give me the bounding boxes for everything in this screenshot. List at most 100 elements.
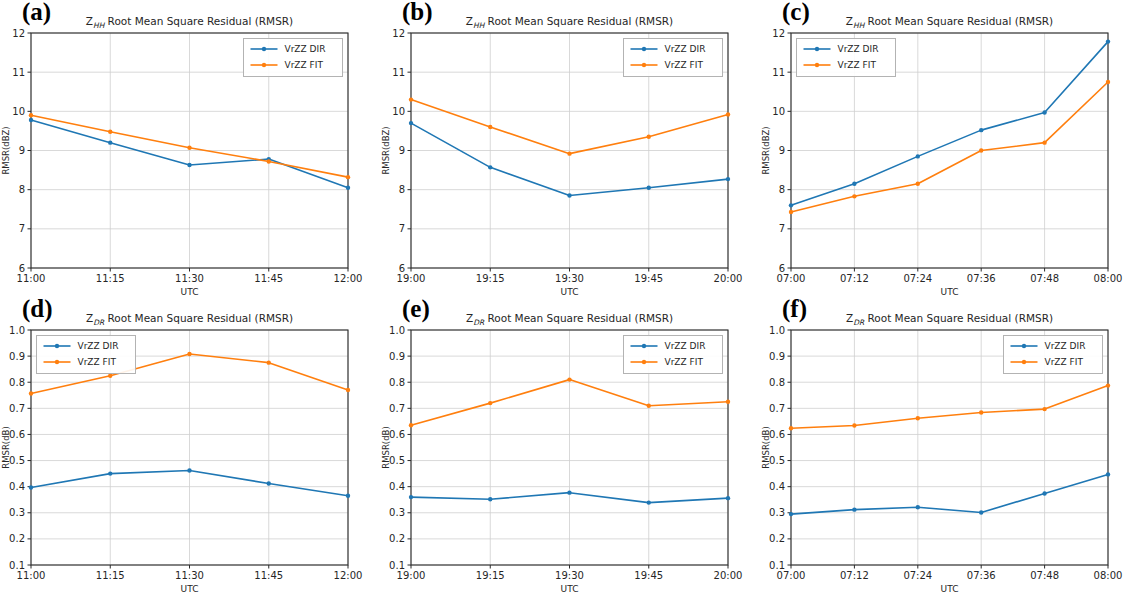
y-tick-label: 0.5 (9, 455, 25, 466)
data-point-marker (187, 352, 191, 356)
x-tick-label: 11:45 (254, 273, 283, 284)
data-point-marker (916, 505, 920, 509)
y-tick-label: 6 (399, 263, 405, 274)
legend-marker (642, 344, 646, 348)
data-point-marker (979, 510, 983, 514)
legend-marker (642, 360, 646, 364)
legend-label: VrZZ FIT (1045, 357, 1084, 367)
x-tick-label: 07:36 (967, 570, 996, 581)
legend: VrZZ DIRVrZZ FIT (244, 39, 343, 77)
panel-b: (b) 19:0019:1519:3019:4520:006789101112Z… (380, 0, 760, 297)
data-point-marker (409, 97, 413, 101)
data-point-marker (916, 416, 920, 420)
data-point-marker (1106, 472, 1110, 476)
legend-marker (1022, 360, 1026, 364)
x-tick-label: 11:15 (96, 570, 125, 581)
legend: VrZZ DIR VrZZ FIT (624, 336, 723, 374)
data-point-marker (1042, 140, 1046, 144)
y-tick-label: 0.7 (769, 403, 785, 414)
y-tick-label: 0.3 (389, 507, 405, 518)
data-point-marker (409, 495, 413, 499)
data-point-marker (647, 500, 651, 504)
data-point-marker (726, 400, 730, 404)
data-point-marker (1106, 39, 1110, 43)
x-tick-label: 07:24 (903, 273, 932, 284)
data-point-marker (789, 426, 793, 430)
legend-label: VrZZ DIR (665, 44, 706, 54)
data-point-marker (726, 112, 730, 116)
x-tick-label: 19:45 (634, 273, 663, 284)
data-point-marker (726, 177, 730, 181)
y-tick-label: 0.9 (9, 351, 25, 362)
data-point-marker (567, 151, 571, 155)
y-tick-label: 0.8 (389, 377, 405, 388)
y-tick-label: 1.0 (389, 325, 405, 336)
y-tick-label: 12 (392, 28, 405, 39)
data-point-marker (488, 401, 492, 405)
chart-d: 11:0011:1511:3011:4512:000.10.20.30.40.5… (0, 297, 380, 594)
x-axis-label: UTC (561, 287, 579, 297)
y-tick-label: 8 (399, 184, 405, 195)
data-point-marker (267, 481, 271, 485)
y-tick-label: 0.4 (769, 481, 785, 492)
x-tick-label: 12:00 (334, 570, 363, 581)
x-tick-label: 11:30 (175, 570, 204, 581)
y-tick-label: 11 (772, 67, 785, 78)
legend-label: VrZZ FIT (665, 357, 704, 367)
data-point-marker (647, 186, 651, 190)
y-tick-label: 0.7 (9, 403, 25, 414)
legend-label: VrZZ FIT (665, 60, 704, 70)
y-tick-label: 0.1 (9, 560, 25, 571)
y-tick-label: 6 (19, 263, 25, 274)
chart-a: 11:0011:1511:3011:4512:006789101112ZHH R… (0, 0, 380, 297)
data-point-marker (187, 163, 191, 167)
y-tick-label: 7 (779, 223, 785, 234)
data-point-marker (409, 121, 413, 125)
data-point-marker (346, 186, 350, 190)
chart-f: 07:0007:1207:2407:3607:4808:000.10.20.30… (760, 297, 1140, 594)
figure-grid: (a) 11:0011:1511:3011:4512:006789101112Z… (0, 0, 1140, 595)
data-point-marker (726, 496, 730, 500)
legend-marker (55, 360, 59, 364)
x-tick-label: 07:12 (840, 570, 869, 581)
y-tick-label: 0.9 (769, 351, 785, 362)
legend-label: VrZZ DIR (838, 44, 879, 54)
data-point-marker (187, 468, 191, 472)
x-tick-label: 11:45 (254, 570, 283, 581)
legend-label: VrZZ DIR (665, 341, 706, 351)
data-point-marker (979, 128, 983, 132)
panel-a: (a) 11:0011:1511:3011:4512:006789101112Z… (0, 0, 380, 297)
legend-marker (262, 63, 266, 67)
panel-d: (d) 11:0011:1511:3011:4512:000.10.20.30.… (0, 297, 380, 594)
data-point-marker (916, 182, 920, 186)
y-tick-label: 8 (19, 184, 25, 195)
data-point-marker (187, 146, 191, 150)
y-tick-label: 0.9 (389, 351, 405, 362)
data-point-marker (267, 159, 271, 163)
data-point-marker (916, 154, 920, 158)
y-tick-label: 10 (772, 106, 785, 117)
y-tick-label: 6 (779, 263, 785, 274)
x-tick-label: 19:30 (555, 570, 584, 581)
data-point-marker (346, 388, 350, 392)
x-axis-label: UTC (941, 287, 959, 297)
legend-label: VrZZ DIR (78, 341, 119, 351)
data-point-marker (1042, 110, 1046, 114)
y-axis-label: RMSR(dBZ) (381, 126, 391, 174)
x-tick-label: 19:45 (634, 570, 663, 581)
x-axis-label: UTC (941, 584, 959, 594)
legend-marker (1022, 344, 1026, 348)
x-tick-label: 19:15 (476, 273, 505, 284)
x-tick-label: 20:00 (714, 570, 743, 581)
x-tick-label: 11:15 (96, 273, 125, 284)
data-point-marker (1106, 80, 1110, 84)
data-point-marker (346, 175, 350, 179)
data-point-marker (29, 118, 33, 122)
legend-marker (815, 63, 819, 67)
x-tick-label: 20:00 (714, 273, 743, 284)
y-tick-label: 0.6 (769, 429, 785, 440)
x-tick-label: 07:36 (967, 273, 996, 284)
y-tick-label: 11 (12, 67, 25, 78)
x-tick-label: 07:24 (903, 570, 932, 581)
legend-marker (642, 63, 646, 67)
